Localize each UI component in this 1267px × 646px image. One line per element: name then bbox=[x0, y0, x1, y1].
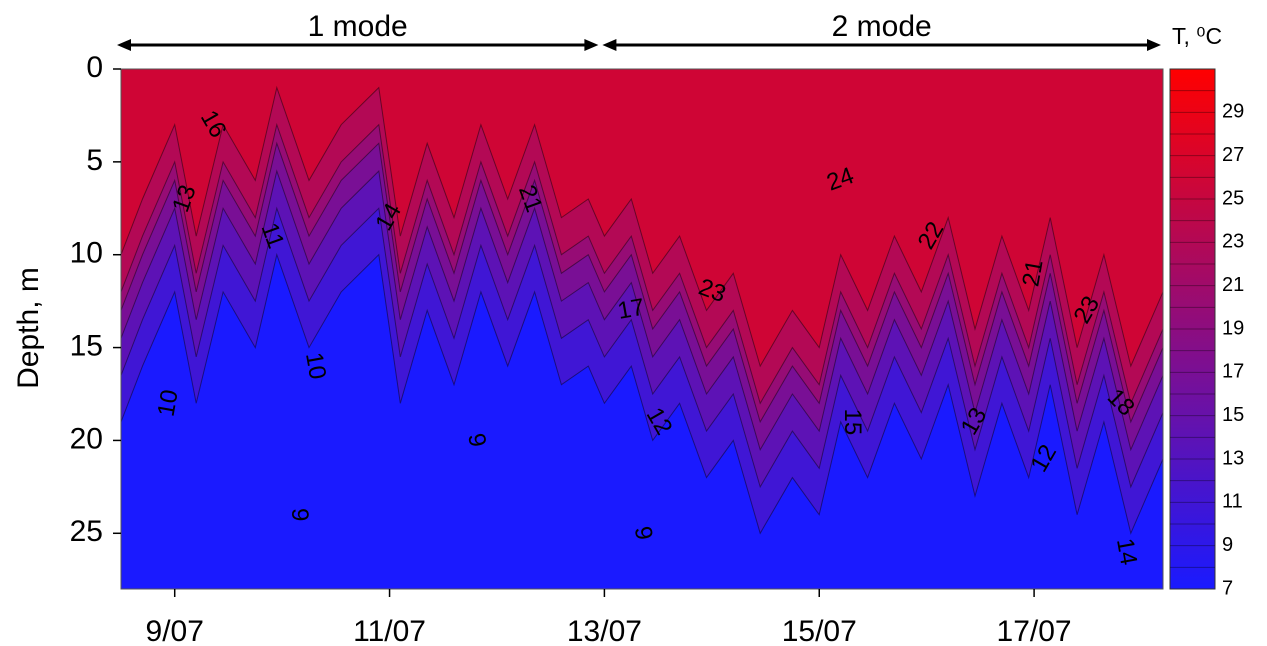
contour-label: 10 bbox=[300, 350, 331, 381]
colorbar-ticks: 7 9 11 13 15 17 19 21 23 25 27 29 bbox=[1222, 101, 1244, 600]
colorbar-tick-label: 23 bbox=[1222, 231, 1244, 253]
x-tick-label: 17/07 bbox=[997, 615, 1072, 646]
plot-frame bbox=[120, 68, 1164, 590]
mode-2-label: 2 mode bbox=[832, 10, 932, 43]
plot-area: 1613111421101099172312924152213212318121… bbox=[121, 69, 1163, 589]
colorbar-tick-label: 29 bbox=[1222, 101, 1244, 123]
y-tick-label: 10 bbox=[70, 237, 103, 270]
isotherm-line bbox=[121, 169, 1163, 452]
y-axis: 0 5 10 15 20 25 bbox=[70, 51, 121, 548]
isotherm-line bbox=[121, 122, 1163, 405]
colorbar-gradient bbox=[1169, 68, 1216, 590]
mode-annotations: 1 mode 2 mode bbox=[117, 10, 1161, 51]
colorbar-levels bbox=[1170, 90, 1215, 568]
colorbar-tick-label: 13 bbox=[1222, 447, 1244, 469]
contour-label: 15 bbox=[839, 409, 866, 436]
x-axis: 9/07 11/07 13/07 15/07 17/07 bbox=[146, 589, 1072, 646]
contour-label: 17 bbox=[616, 294, 647, 325]
contour-label: 9 bbox=[629, 524, 658, 542]
mode-1-label: 1 mode bbox=[308, 10, 408, 43]
colorbar-tick-label: 21 bbox=[1222, 274, 1244, 296]
isotherm-line bbox=[121, 85, 1163, 368]
temperature-layer bbox=[121, 69, 1163, 367]
colorbar: T, ⁰C 7 9 11 13 15 17 19 21 23 25 27 29 bbox=[1169, 23, 1244, 600]
y-tick-label: 5 bbox=[86, 144, 103, 177]
colorbar-tick-label: 19 bbox=[1222, 317, 1244, 339]
contour-label: 9 bbox=[462, 431, 491, 449]
colorbar-tick-label: 25 bbox=[1222, 187, 1244, 209]
colorbar-tick-label: 27 bbox=[1222, 144, 1244, 166]
contour-label: 10 bbox=[153, 388, 184, 419]
colorbar-title: T, ⁰C bbox=[1172, 23, 1222, 49]
x-tick-label: 11/07 bbox=[353, 615, 426, 646]
colorbar-tick-label: 15 bbox=[1222, 404, 1244, 426]
x-tick-label: 9/07 bbox=[146, 615, 204, 646]
isotherm-line bbox=[121, 206, 1163, 489]
x-tick-label: 13/07 bbox=[567, 615, 642, 646]
y-tick-label: 15 bbox=[70, 329, 103, 362]
contour-label: 21 bbox=[1017, 258, 1048, 289]
isotherm-line bbox=[121, 141, 1163, 424]
y-tick-label: 0 bbox=[86, 51, 103, 84]
isotherm-line bbox=[121, 252, 1163, 535]
colorbar-tick-label: 17 bbox=[1222, 361, 1244, 383]
y-tick-label: 20 bbox=[70, 422, 103, 455]
warm-layers bbox=[121, 69, 1163, 534]
contour-lines bbox=[121, 85, 1163, 535]
colorbar-tick-label: 11 bbox=[1222, 491, 1243, 513]
contour-label: 9 bbox=[286, 508, 313, 521]
colorbar-tick-label: 9 bbox=[1222, 534, 1233, 556]
y-axis-title: Depth, m bbox=[12, 267, 45, 389]
colorbar-tick-label: 7 bbox=[1222, 577, 1233, 599]
x-tick-label: 15/07 bbox=[782, 615, 857, 646]
y-tick-label: 25 bbox=[70, 515, 103, 548]
contour-label: 14 bbox=[1111, 536, 1142, 567]
